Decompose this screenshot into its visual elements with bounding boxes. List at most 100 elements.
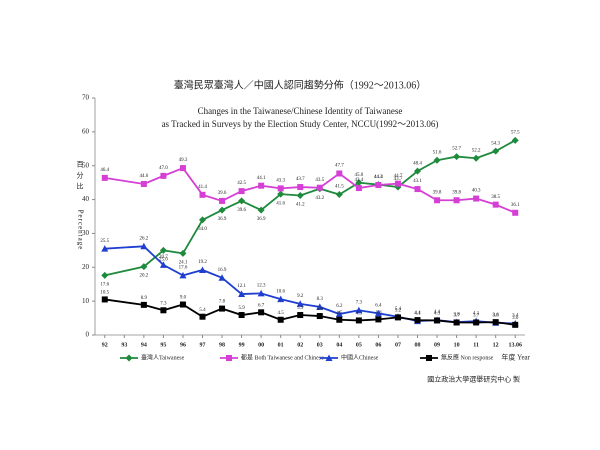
legend-marker xyxy=(426,355,432,361)
marker xyxy=(374,309,382,317)
marker xyxy=(512,209,519,216)
legend-label: 無反應 Non response xyxy=(441,353,494,361)
data-label: 12.3 xyxy=(257,283,266,288)
data-label: 5.9 xyxy=(297,306,304,311)
data-label: 4.4 xyxy=(414,311,421,316)
data-label: 34.0 xyxy=(198,227,207,232)
data-label: 3.7 xyxy=(473,314,480,319)
legend-label: 中國人Chinese xyxy=(341,353,379,361)
marker xyxy=(199,266,206,273)
marker xyxy=(101,296,108,303)
marker xyxy=(335,310,343,318)
marker xyxy=(336,170,343,177)
marker xyxy=(414,167,421,175)
x-tick-label: 99 xyxy=(239,342,245,348)
marker xyxy=(492,319,499,326)
marker xyxy=(492,201,499,208)
legend-label: 臺灣人Taiwanese xyxy=(141,353,185,361)
marker xyxy=(453,153,461,161)
data-label: 39.6 xyxy=(237,208,246,213)
marker xyxy=(296,192,304,200)
data-label: 44.3 xyxy=(374,175,383,180)
data-label: 41.4 xyxy=(198,185,207,190)
data-label: 44.4 xyxy=(374,175,383,180)
data-label: 3.6 xyxy=(493,313,500,318)
marker xyxy=(316,184,323,191)
y-tick-label: 0 xyxy=(86,331,90,339)
data-label: 3.8 xyxy=(493,313,500,318)
data-label: 25.5 xyxy=(100,239,109,244)
data-label: 17.6 xyxy=(179,266,188,271)
legend-marker xyxy=(226,355,232,361)
y-tick-label: 60 xyxy=(82,127,90,135)
x-tick-label: 97 xyxy=(200,342,206,348)
x-tick-label: 02 xyxy=(297,342,303,348)
marker xyxy=(199,216,206,224)
marker xyxy=(355,185,362,192)
data-label: 49.3 xyxy=(179,158,188,163)
data-label: 41.2 xyxy=(296,203,305,208)
x-tick-label: 92 xyxy=(102,342,108,348)
data-label: 26.2 xyxy=(139,236,148,241)
x-tick-label: 05 xyxy=(356,342,362,348)
data-label: 40.3 xyxy=(472,189,481,194)
marker xyxy=(218,274,226,281)
marker xyxy=(296,300,304,307)
data-label: 43.7 xyxy=(296,177,305,182)
marker xyxy=(179,271,187,279)
data-label: 17.6 xyxy=(100,283,109,288)
y-tick-label: 40 xyxy=(82,195,90,203)
data-label: 4.1 xyxy=(414,311,421,316)
data-label: 4.1 xyxy=(473,311,480,316)
marker xyxy=(316,303,324,310)
x-tick-label: 96 xyxy=(180,342,186,348)
legend-marker xyxy=(125,354,133,362)
data-label: 43.1 xyxy=(413,179,422,184)
marker xyxy=(414,186,421,193)
data-label: 47.0 xyxy=(159,166,168,171)
data-label: 44.1 xyxy=(257,176,266,181)
data-label: 39.8 xyxy=(452,190,461,195)
marker xyxy=(160,307,167,314)
marker xyxy=(101,174,108,181)
data-label: 41.5 xyxy=(335,185,344,190)
data-label: 52.2 xyxy=(472,148,481,153)
x-tick-label: 94 xyxy=(141,342,147,348)
data-label: 16.9 xyxy=(218,268,227,273)
data-label: 57.5 xyxy=(511,130,520,135)
marker xyxy=(453,319,460,326)
marker xyxy=(297,312,304,319)
x-tick-label: 08 xyxy=(415,342,421,348)
chart-subtitle: as Tracked in Surveys by the Election St… xyxy=(162,119,439,129)
marker xyxy=(355,317,362,324)
marker xyxy=(238,197,246,205)
data-label: 36.1 xyxy=(511,203,520,208)
marker xyxy=(277,295,285,303)
marker xyxy=(473,319,480,326)
data-label: 10.6 xyxy=(276,289,285,294)
marker xyxy=(472,154,480,162)
data-label: 4.3 xyxy=(434,312,441,317)
marker xyxy=(219,305,226,312)
x-tick-label: 03 xyxy=(317,342,323,348)
data-label: 44.7 xyxy=(394,174,403,179)
marker xyxy=(258,309,265,316)
y-tick-label: 10 xyxy=(82,297,90,305)
data-label: 44.6 xyxy=(139,174,148,179)
data-label: 5.4 xyxy=(199,308,206,313)
x-tick-label: 04 xyxy=(336,342,342,348)
chart-subtitle: Changes in the Taiwanese/Chinese Identit… xyxy=(198,106,403,116)
marker xyxy=(257,289,265,297)
data-label: 6.7 xyxy=(258,303,265,308)
data-label: 6.4 xyxy=(375,303,382,308)
data-label: 19.2 xyxy=(198,260,207,265)
marker xyxy=(473,195,480,202)
y-axis-label: Percentage xyxy=(76,210,84,251)
y-axis-label: 分 xyxy=(77,171,84,180)
data-label: 4.6 xyxy=(375,311,382,316)
data-label: 5.2 xyxy=(395,309,402,314)
marker xyxy=(219,197,226,204)
data-label: 3.8 xyxy=(453,312,460,317)
data-label: 4.5 xyxy=(278,311,285,316)
marker xyxy=(238,188,245,195)
